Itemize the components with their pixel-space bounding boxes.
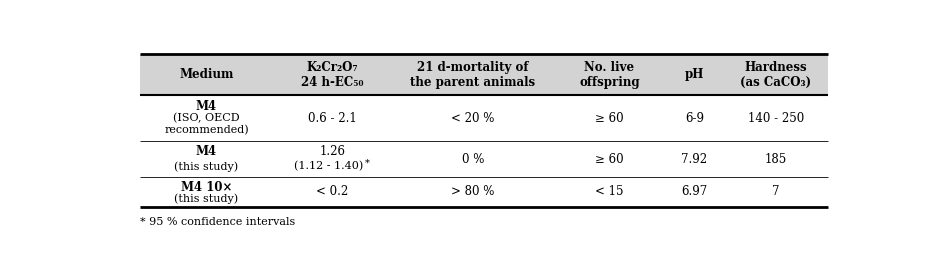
Text: < 15: < 15	[596, 185, 624, 198]
Text: * 95 % confidence intervals: * 95 % confidence intervals	[140, 217, 295, 227]
Text: No. live
offspring: No. live offspring	[580, 61, 640, 89]
Text: Medium: Medium	[179, 68, 234, 81]
Text: 185: 185	[765, 153, 787, 166]
Text: recommended): recommended)	[164, 125, 249, 136]
Text: (ISO, OECD: (ISO, OECD	[173, 113, 240, 123]
Text: < 20 %: < 20 %	[451, 112, 495, 125]
Text: 0 %: 0 %	[462, 153, 484, 166]
Bar	[140, 54, 828, 95]
Text: 7: 7	[772, 185, 780, 198]
Text: M4 10×: M4 10×	[181, 181, 232, 194]
Text: M4: M4	[196, 100, 217, 113]
Text: > 80 %: > 80 %	[451, 185, 495, 198]
Text: M4: M4	[196, 145, 217, 158]
Text: pH: pH	[684, 68, 704, 81]
Text: *: *	[365, 159, 370, 168]
Text: 7.92: 7.92	[682, 153, 708, 166]
Text: ≥ 60: ≥ 60	[596, 153, 624, 166]
Text: ≥ 60: ≥ 60	[596, 112, 624, 125]
Text: 6-9: 6-9	[685, 112, 704, 125]
Text: < 0.2: < 0.2	[316, 185, 348, 198]
Text: K₂Cr₂O₇
24 h-EC₅₀: K₂Cr₂O₇ 24 h-EC₅₀	[301, 61, 363, 89]
Text: 0.6 - 2.1: 0.6 - 2.1	[308, 112, 357, 125]
Text: 1.26: 1.26	[319, 145, 346, 158]
Text: 6.97: 6.97	[682, 185, 708, 198]
Text: 140 - 250: 140 - 250	[748, 112, 804, 125]
Text: 21 d-mortality of
the parent animals: 21 d-mortality of the parent animals	[410, 61, 535, 89]
Text: (1.12 - 1.40): (1.12 - 1.40)	[294, 161, 363, 171]
Text: Hardness
(as CaCO₃): Hardness (as CaCO₃)	[740, 61, 812, 89]
Text: (this study): (this study)	[175, 161, 239, 172]
Text: (this study): (this study)	[175, 193, 239, 204]
